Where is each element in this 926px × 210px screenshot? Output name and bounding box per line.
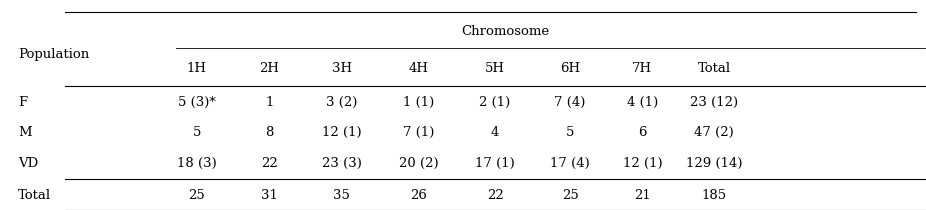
Text: 8: 8 [265, 126, 273, 139]
Text: 2H: 2H [259, 62, 280, 75]
Text: 23 (3): 23 (3) [321, 157, 362, 170]
Text: Total: Total [18, 189, 51, 202]
Text: 25: 25 [189, 189, 206, 202]
Text: 18 (3): 18 (3) [177, 157, 217, 170]
Text: 23 (12): 23 (12) [690, 96, 738, 109]
Text: Total: Total [697, 62, 731, 75]
Text: 4 (1): 4 (1) [627, 96, 658, 109]
Text: 7 (1): 7 (1) [403, 126, 434, 139]
Text: VD: VD [18, 157, 38, 170]
Text: 129 (14): 129 (14) [686, 157, 743, 170]
Text: 4H: 4H [408, 62, 429, 75]
Text: Population: Population [18, 48, 89, 61]
Text: 31: 31 [261, 189, 278, 202]
Text: 6H: 6H [560, 62, 580, 75]
Text: M: M [18, 126, 31, 139]
Text: 185: 185 [701, 189, 727, 202]
Text: 3 (2): 3 (2) [326, 96, 357, 109]
Text: 6: 6 [638, 126, 646, 139]
Text: 5H: 5H [485, 62, 505, 75]
Text: 21: 21 [634, 189, 651, 202]
Text: 12 (1): 12 (1) [322, 126, 361, 139]
Text: 26: 26 [410, 189, 427, 202]
Text: Chromosome: Chromosome [461, 25, 549, 38]
Text: 20 (2): 20 (2) [398, 157, 438, 170]
Text: 22: 22 [487, 189, 504, 202]
Text: 47 (2): 47 (2) [694, 126, 734, 139]
Text: 1: 1 [265, 96, 273, 109]
Text: 3H: 3H [332, 62, 352, 75]
Text: 4: 4 [491, 126, 499, 139]
Text: 22: 22 [261, 157, 278, 170]
Text: F: F [18, 96, 27, 109]
Text: 7 (4): 7 (4) [555, 96, 586, 109]
Text: 5 (3)*: 5 (3)* [178, 96, 216, 109]
Text: 1 (1): 1 (1) [403, 96, 434, 109]
Text: 5: 5 [566, 126, 574, 139]
Text: 17 (1): 17 (1) [475, 157, 515, 170]
Text: 1H: 1H [187, 62, 206, 75]
Text: 2 (1): 2 (1) [480, 96, 510, 109]
Text: 7H: 7H [632, 62, 653, 75]
Text: 17 (4): 17 (4) [550, 157, 590, 170]
Text: 5: 5 [193, 126, 201, 139]
Text: 25: 25 [562, 189, 579, 202]
Text: 12 (1): 12 (1) [622, 157, 662, 170]
Text: 35: 35 [333, 189, 350, 202]
